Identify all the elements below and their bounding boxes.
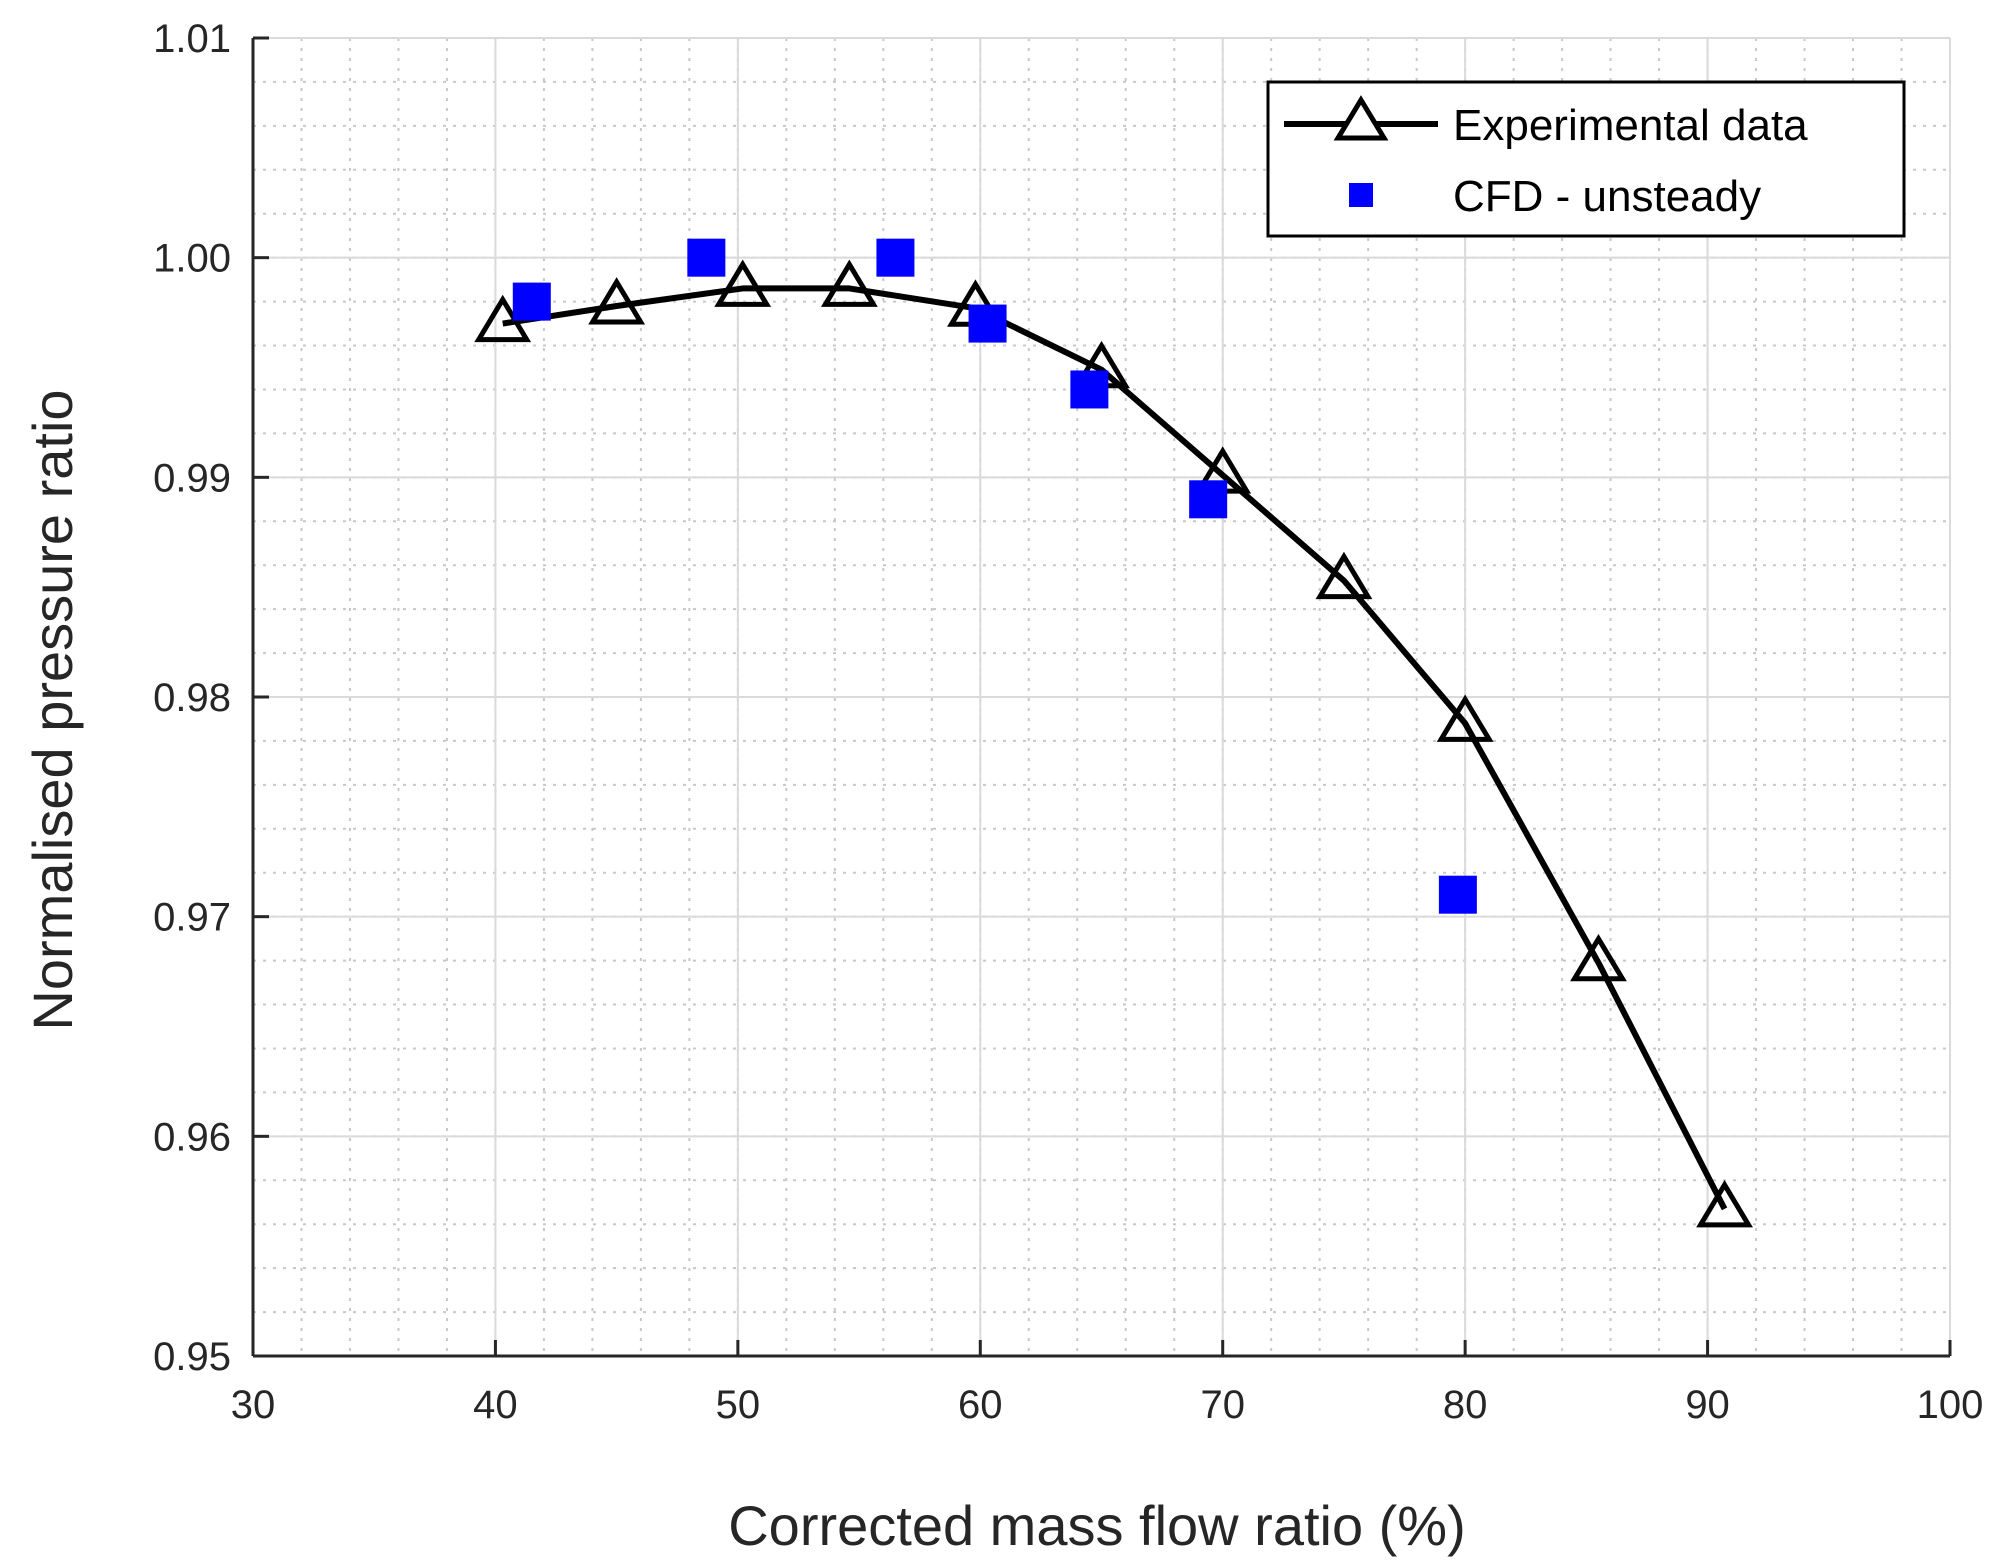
x-tick-label: 90: [1685, 1383, 1730, 1427]
y-tick-label: 0.99: [153, 456, 231, 500]
x-axis-title: Corrected mass flow ratio (%): [728, 1494, 1466, 1557]
experimental-data-point: [1436, 694, 1494, 742]
y-tick-label: 0.97: [153, 896, 231, 940]
experimental-data-line: [502, 285, 1728, 1211]
cfd-data-point: [1189, 480, 1228, 519]
y-tick-label: 0.96: [153, 1115, 231, 1159]
cfd-data-point: [968, 304, 1007, 343]
x-tick-label: 40: [473, 1383, 518, 1427]
x-tick-label: 30: [231, 1383, 276, 1427]
legend: Experimental data CFD - unsteady: [1266, 80, 1906, 238]
legend-triangle-marker: [1333, 95, 1389, 141]
x-tick-label: 100: [1917, 1383, 1984, 1427]
experimental-data-point: [1315, 551, 1373, 600]
y-tick-label: 1.01: [153, 17, 231, 61]
x-tick-label: 70: [1200, 1383, 1245, 1427]
cfd-data-point: [1438, 875, 1477, 914]
y-tick-label: 0.98: [153, 676, 231, 720]
cfd-data-point: [512, 282, 551, 321]
legend-box: [1266, 80, 1906, 238]
legend-label-experimental: Experimental data: [1453, 101, 1808, 150]
experimental-data-point: [714, 259, 772, 307]
legend-square-marker: [1349, 183, 1373, 207]
y-tick-label: 1.00: [153, 237, 231, 281]
series-layer: [474, 238, 1753, 1228]
experimental-data-point: [820, 259, 878, 307]
x-tick-label: 60: [958, 1383, 1003, 1427]
tick-labels: 30 40 50 60 70 80 90 100 0.95 0.96 0.97 0.98 0.99 1.0…: [153, 17, 1983, 1427]
y-axis-title: Normalised pressure ratio: [21, 389, 84, 1030]
plot-area: [251, 36, 1952, 1358]
experimental-data-point: [1696, 1179, 1753, 1228]
axes: [251, 36, 1952, 1358]
x-tick-label: 50: [716, 1383, 761, 1427]
experimental-data-point: [1570, 933, 1627, 982]
experimental-data-point: [588, 277, 646, 325]
legend-label-cfd: CFD - unsteady: [1453, 172, 1761, 221]
cfd-data-point: [1070, 370, 1109, 409]
x-tick-label: 80: [1443, 1383, 1488, 1427]
cfd-data-point: [687, 238, 726, 277]
cfd-data-point: [876, 238, 915, 277]
y-tick-label: 0.95: [153, 1335, 231, 1379]
